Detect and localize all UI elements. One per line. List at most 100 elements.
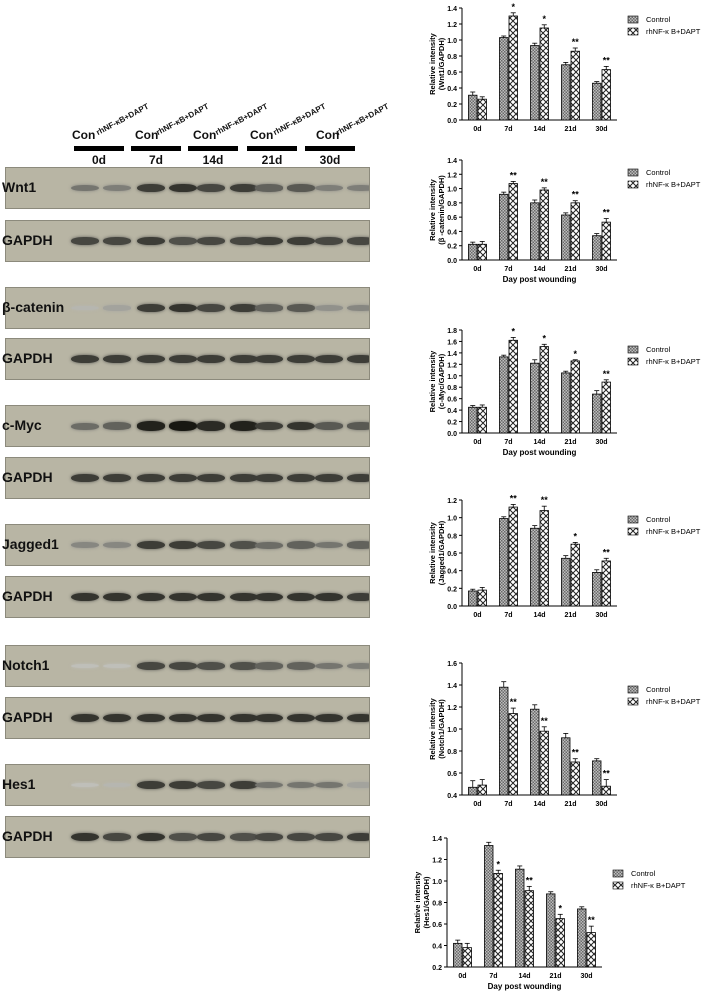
legend-swatch [627, 515, 639, 524]
blot-band [230, 183, 258, 193]
bar [453, 942, 463, 968]
blot-band [197, 354, 225, 364]
lane-label-con: Con [250, 128, 274, 142]
blot-band [230, 780, 258, 790]
blot-band [255, 236, 283, 246]
blot-band [137, 832, 165, 842]
significance-label: * [573, 349, 577, 359]
blot-band [71, 663, 99, 669]
blot-band [255, 421, 283, 431]
blot-band [197, 303, 225, 313]
blot-band [169, 473, 197, 483]
lane-label-con: Con [316, 128, 340, 142]
y-tick-label: 1.6 [447, 661, 457, 668]
lane-label-con: Con [135, 128, 159, 142]
y-tick-label: 0.0 [447, 604, 457, 611]
blot-band [103, 422, 131, 430]
blot-band [255, 832, 283, 842]
y-axis-label: (β -catenin/GAPDH) [437, 175, 446, 245]
blot-band [347, 782, 369, 788]
blot-band [287, 421, 315, 431]
legend-swatch [627, 685, 639, 694]
lane-label-con: Con [72, 128, 96, 142]
blot-band [315, 184, 343, 192]
blot-band [287, 592, 315, 602]
bar [539, 27, 549, 121]
bar [530, 708, 540, 796]
y-tick-label: 1.4 [432, 836, 442, 843]
legend-label: Control [646, 685, 671, 694]
blot-label: GAPDH [2, 469, 53, 485]
y-tick-label: 1.6 [447, 339, 457, 346]
blot-band [255, 184, 283, 192]
bar [561, 737, 571, 796]
y-tick-label: 0.4 [447, 86, 457, 93]
blot-band [315, 473, 343, 483]
blot-band [71, 541, 99, 549]
blot-band [103, 832, 131, 842]
y-tick-label: 0.8 [447, 54, 457, 61]
blot-band [255, 304, 283, 312]
blot-label: Notch1 [2, 657, 50, 673]
blot-strip [5, 697, 370, 739]
blot-band [347, 422, 369, 430]
x-tick-label: 7d [504, 439, 512, 446]
significance-label: ** [510, 697, 518, 707]
legend-label: Control [646, 345, 671, 354]
blot-band [71, 473, 99, 483]
blot-band [347, 832, 369, 842]
blot-label: Wnt1 [2, 179, 37, 195]
blot-band [137, 303, 165, 313]
x-tick-label: 0d [473, 612, 481, 619]
y-tick-label: 0.8 [447, 385, 457, 392]
blot-strip [5, 405, 370, 447]
blot-band [71, 422, 99, 430]
blot-label: GAPDH [2, 350, 53, 366]
y-tick-label: 1.2 [447, 22, 457, 29]
blot-band [315, 781, 343, 789]
blot-band [347, 713, 369, 723]
blot-band [230, 592, 258, 602]
blot-strip [5, 287, 370, 329]
y-tick-label: 0.6 [447, 771, 457, 778]
x-tick-label: 21d [564, 126, 576, 133]
bar [508, 506, 518, 607]
blot-band [197, 780, 225, 790]
blot-band [315, 541, 343, 549]
bar [601, 381, 611, 434]
blot-band [287, 184, 315, 192]
legend-swatch [627, 15, 639, 24]
significance-label: ** [572, 190, 580, 200]
y-tick-label: 0.2 [447, 244, 457, 251]
x-tick-label: 14d [533, 126, 545, 133]
blot-band [169, 833, 197, 841]
significance-label: * [511, 326, 515, 336]
x-tick-label: 0d [458, 973, 466, 980]
blot-band [315, 236, 343, 246]
blot-band [197, 183, 225, 193]
x-axis-label: Day post wounding [503, 275, 577, 284]
bar [468, 786, 478, 796]
bar [577, 908, 587, 968]
blot-band [103, 592, 131, 602]
blot-strip [5, 816, 370, 858]
bar [530, 527, 540, 607]
y-tick-label: 1.2 [432, 858, 442, 865]
bar [570, 543, 580, 607]
blot-label: Jagged1 [2, 536, 59, 552]
bar [561, 64, 571, 121]
y-tick-label: 0.2 [447, 586, 457, 593]
blot-band [103, 541, 131, 549]
bar [468, 94, 478, 121]
legend-swatch [612, 869, 624, 878]
blot-strip [5, 524, 370, 566]
y-axis-label: Relative intensity [428, 521, 437, 584]
blot-band [137, 661, 165, 671]
legend-swatch [627, 345, 639, 354]
blot-band [347, 354, 369, 364]
blot-band [169, 592, 197, 602]
y-tick-label: 0.2 [447, 420, 457, 427]
x-axis-label: Day post wounding [488, 982, 562, 991]
y-tick-label: 0.8 [432, 901, 442, 908]
x-tick-label: 30d [595, 612, 607, 619]
